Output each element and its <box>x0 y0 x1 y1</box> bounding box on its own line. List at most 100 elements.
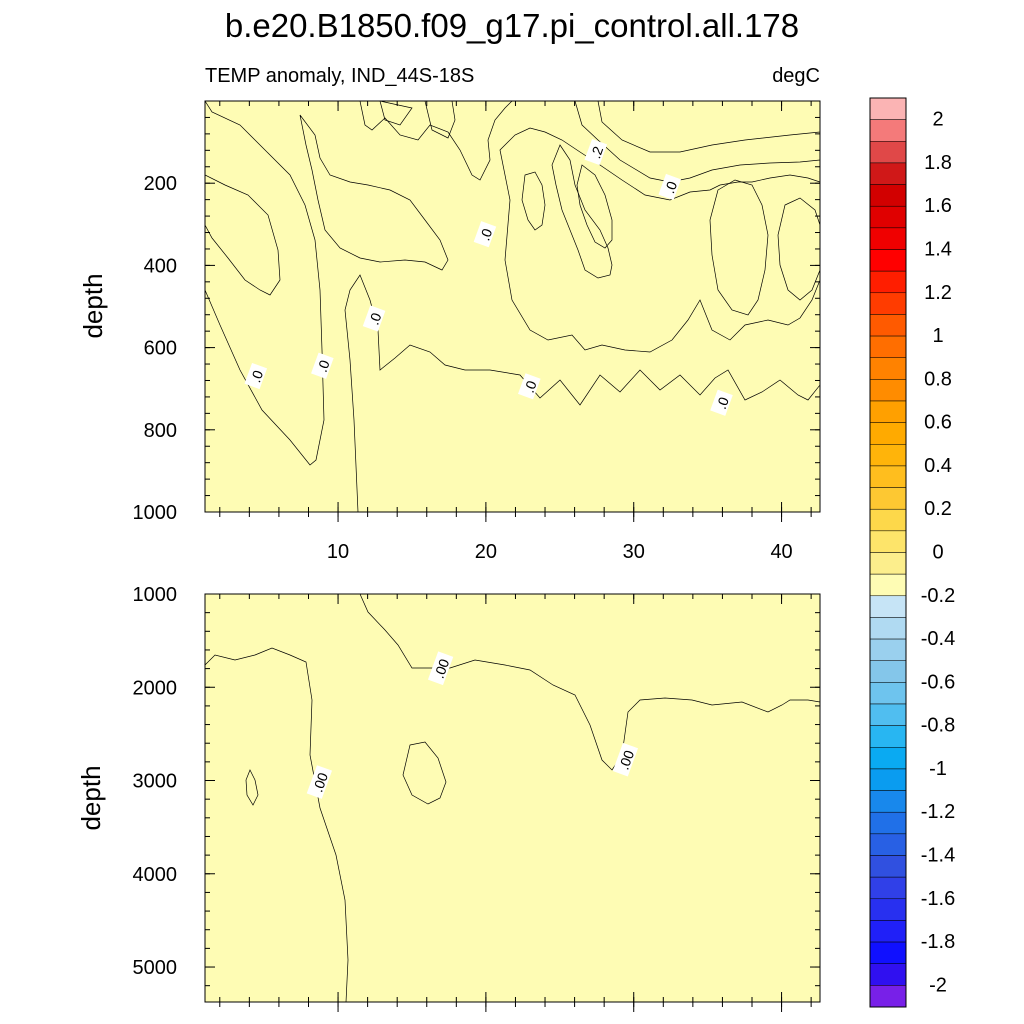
colorbar-label: -0.8 <box>921 715 955 737</box>
contour-label-text: .0 <box>476 226 495 243</box>
colorbar-box <box>869 920 907 943</box>
contour-label: .00 <box>306 765 333 799</box>
subtitle-left: TEMP anomaly, IND_44S-18S <box>205 65 474 87</box>
contour-label: .0 <box>362 305 386 332</box>
y-tick-label: 800 <box>144 420 177 442</box>
colorbar-box <box>869 963 907 986</box>
pos-01-center <box>499 127 820 353</box>
colorbar-box <box>869 898 907 921</box>
colorbar: 2 1.8 1.6 1.4 1.2 1 0.8 0.6 0.4 0.2 0 -0.2 -0.4 -0.6 -… <box>869 97 955 1008</box>
contour-label: .0 <box>244 362 268 390</box>
panel-bottom-contour-labels: .00 .00 .00 <box>306 651 639 799</box>
contour-label-box <box>518 373 541 400</box>
panel-top-x-ticks: 10 20 30 40 <box>219 101 812 563</box>
panel-top-y-ticks: 200 400 600 800 1000 <box>133 100 820 524</box>
colorbar-box <box>869 573 907 597</box>
neg-bubble-center <box>402 741 447 805</box>
colorbar-label: -2 <box>929 974 947 996</box>
pos-bubble-left <box>245 769 259 806</box>
colorbar-label: 0 <box>932 542 943 564</box>
colorbar-label: 1.6 <box>924 195 952 217</box>
colorbar-label: 1.8 <box>924 152 952 174</box>
contour-label-text: .00 <box>431 657 453 681</box>
colorbar-box <box>869 941 907 964</box>
colorbar-box <box>869 292 907 315</box>
colorbar-frame <box>869 97 907 1008</box>
panel-bottom: 1000 2000 3000 4000 5000 .00 .00 .00 depth <box>76 584 821 1012</box>
colorbar-box <box>869 335 907 358</box>
pos-01-left <box>299 114 449 271</box>
contour-label: .2 <box>584 138 608 166</box>
colorbar-label: 1 <box>932 325 943 347</box>
colorbar-box <box>869 833 907 856</box>
colorbar-box <box>869 270 907 294</box>
x-tick-label: 40 <box>770 541 792 563</box>
colorbar-label: -0.6 <box>921 671 955 693</box>
pos-02-right <box>709 179 820 316</box>
neg-region-left <box>205 101 325 466</box>
colorbar-box <box>869 141 907 164</box>
panel-bottom-ylabel: depth <box>76 765 106 830</box>
colorbar-box <box>869 422 907 445</box>
contour-label-text: .00 <box>309 770 331 794</box>
contour-label-box <box>244 362 268 390</box>
x-tick-label: 10 <box>327 541 349 563</box>
colorbar-box <box>869 703 907 726</box>
colorbar-box <box>869 682 907 705</box>
contour-label-box <box>311 352 334 379</box>
colorbar-label: -1 <box>929 758 947 780</box>
colorbar-box <box>869 552 907 575</box>
contour-label-box <box>427 651 454 686</box>
colorbar-box <box>869 314 907 337</box>
contour-label: .00 <box>612 742 639 777</box>
contour-label-box <box>658 173 682 201</box>
colorbar-box <box>869 205 907 229</box>
colorbar-box <box>869 249 907 272</box>
panel-top-ylabel: depth <box>78 273 108 338</box>
colorbar-box <box>869 119 907 142</box>
contour-label-box <box>612 742 639 777</box>
pos-02-center <box>551 144 613 279</box>
colorbar-box <box>869 747 907 770</box>
colorbar-box <box>869 595 907 618</box>
colorbar-box <box>869 379 907 402</box>
neg-01-top-right <box>597 101 820 153</box>
x-tick-label: 20 <box>475 541 497 563</box>
neg-region-left-deep <box>205 647 349 1002</box>
colorbar-box <box>869 768 907 791</box>
panel-top-contour-labels: .0 .0 .0 .0 .0 .2 .0 .0 <box>244 138 733 416</box>
colorbar-label: -0.2 <box>921 585 955 607</box>
contour-label-text: .0 <box>247 368 266 385</box>
panel-bottom-frame <box>204 593 821 1003</box>
neg-region-deep-right <box>344 274 820 512</box>
contour-label-text: .0 <box>365 310 384 327</box>
contour-label: .0 <box>311 352 334 379</box>
colorbar-box <box>869 97 907 120</box>
colorbar-box <box>869 400 907 423</box>
colorbar-box <box>869 790 907 813</box>
colorbar-label: -0.4 <box>921 628 955 650</box>
pos-03-center <box>576 164 613 249</box>
colorbar-box <box>869 487 907 510</box>
colorbar-box <box>869 617 907 640</box>
colorbar-label: 0.2 <box>924 498 952 520</box>
colorbar-label: -1.6 <box>921 888 955 910</box>
colorbar-label: 0.6 <box>924 412 952 434</box>
y-tick-label: 4000 <box>133 864 178 886</box>
contour-label: .0 <box>518 373 541 400</box>
contour-label-box <box>473 221 497 248</box>
colorbar-box <box>869 725 907 748</box>
colorbar-box <box>869 227 907 250</box>
neg-01-left <box>205 174 281 296</box>
colorbar-label: 1.2 <box>924 282 952 304</box>
pos-02-left-small <box>521 171 546 231</box>
chart-title: b.e20.B1850.f09_g17.pi_control.all.178 <box>225 7 799 44</box>
y-tick-label: 5000 <box>133 957 178 979</box>
contour-label-box <box>362 305 386 332</box>
panel-bottom-background <box>205 594 820 1002</box>
colorbar-label: 0.4 <box>924 455 952 477</box>
colorbar-box <box>869 985 907 1008</box>
colorbar-box <box>869 638 907 661</box>
